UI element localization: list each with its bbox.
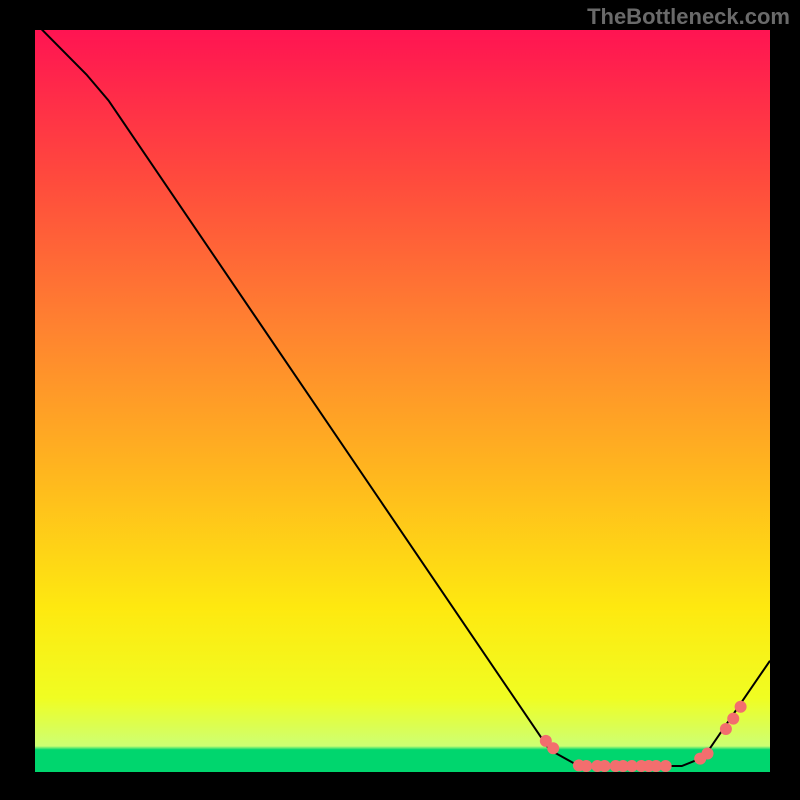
chart-marker <box>735 701 747 713</box>
chart-marker <box>547 742 559 754</box>
chart-marker <box>660 760 672 772</box>
chart-marker <box>580 760 592 772</box>
chart-curve <box>35 23 770 766</box>
chart-container: TheBottleneck.com <box>0 0 800 800</box>
chart-marker <box>720 723 732 735</box>
chart-marker <box>702 747 714 759</box>
chart-marker <box>727 713 739 725</box>
chart-svg-overlay <box>0 0 800 800</box>
chart-marker <box>599 760 611 772</box>
watermark-text: TheBottleneck.com <box>587 4 790 30</box>
